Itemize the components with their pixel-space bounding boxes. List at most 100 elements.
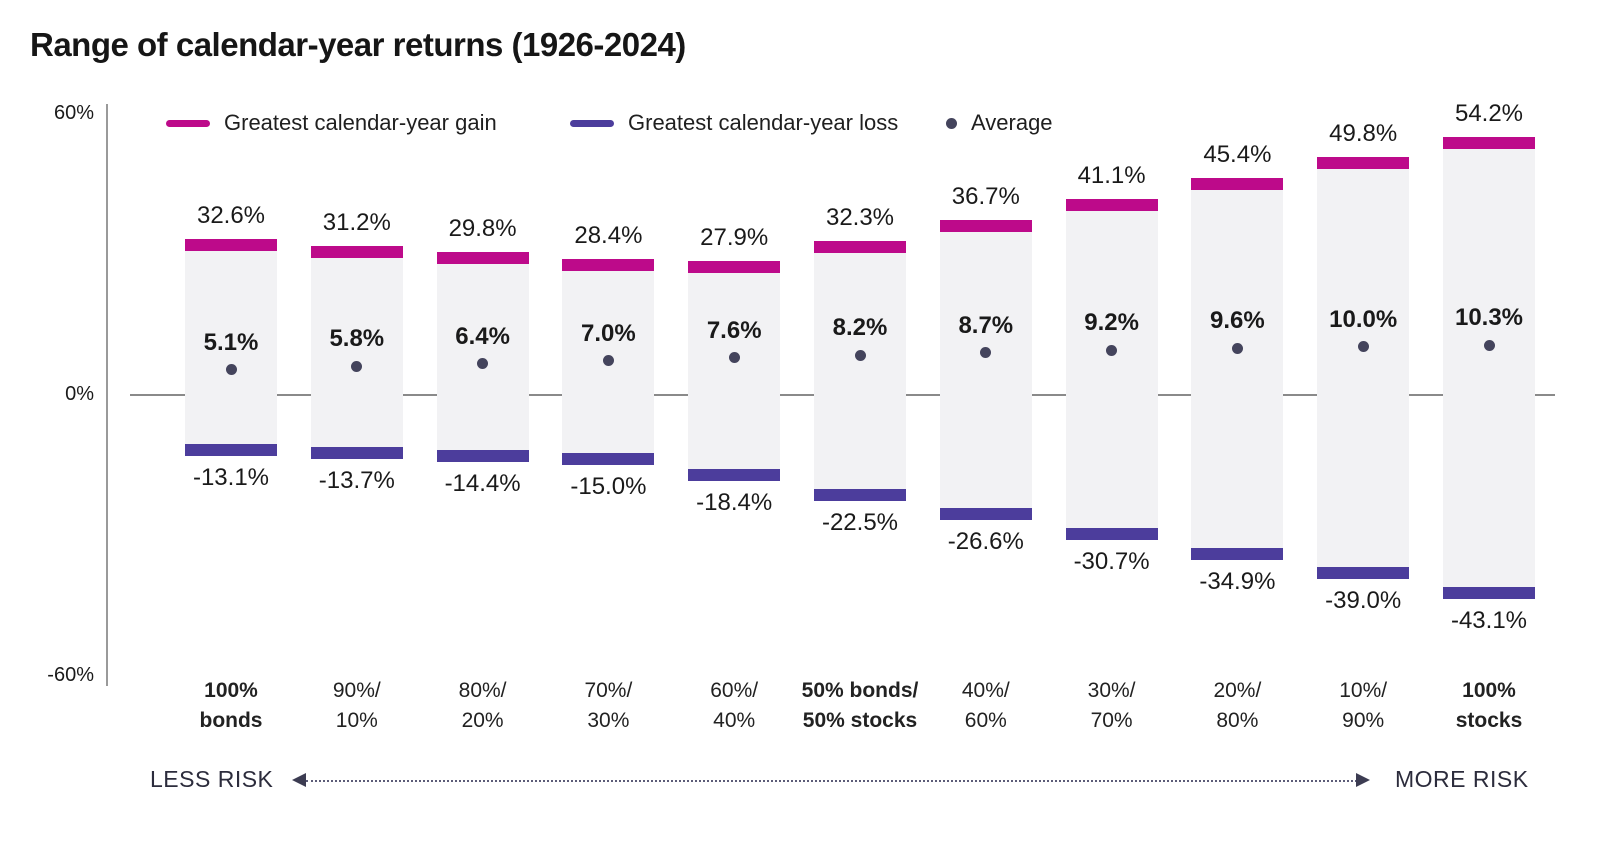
average-dot <box>225 364 237 376</box>
loss-value-label: -34.9% <box>1199 567 1276 595</box>
category-label: 40%/ 60% <box>901 676 1071 736</box>
range-bar <box>1191 178 1284 560</box>
average-value-label: 6.4% <box>455 322 510 350</box>
average-dot <box>1483 339 1495 351</box>
category-label: 10%/ 90% <box>1278 676 1448 736</box>
category-line2: 20% <box>461 709 504 732</box>
average-dot <box>1106 344 1118 356</box>
category-label: 30%/ 70% <box>1027 676 1197 736</box>
category-label: 90%/ 10% <box>272 676 442 736</box>
gain-value-label: 41.1% <box>1077 161 1146 189</box>
legend-average-label: Average <box>971 110 1053 135</box>
category-line1: 90%/ <box>332 679 381 702</box>
legend-loss-label: Greatest calendar-year loss <box>628 110 899 135</box>
loss-cap <box>939 508 1032 521</box>
category-label: 60%/ 40% <box>649 676 819 736</box>
y-tick-0: 0% <box>65 383 94 405</box>
average-value-label: 9.6% <box>1210 307 1265 335</box>
average-value-label: 7.0% <box>581 319 636 347</box>
range-bar <box>310 245 403 460</box>
legend-item-average: Average <box>946 110 1053 136</box>
range-bar <box>1443 136 1535 599</box>
category-label: 70%/ 30% <box>523 676 693 736</box>
loss-cap <box>1065 527 1158 540</box>
average-value-label: 8.7% <box>958 311 1014 339</box>
legend-gain-label: Greatest calendar-year gain <box>224 110 497 135</box>
category-line2: 10% <box>335 709 378 732</box>
range-bar <box>939 219 1032 521</box>
category-line1: 100% <box>1462 679 1516 702</box>
average-dot <box>351 360 363 372</box>
loss-value-label: -26.6% <box>947 528 1024 556</box>
category-line1: 70%/ <box>584 679 633 702</box>
loss-value-label: -30.7% <box>1073 547 1150 575</box>
gain-cap <box>1443 136 1535 149</box>
legend-item-gain: Greatest calendar-year gain <box>166 110 497 136</box>
range-bar <box>1317 157 1410 580</box>
gain-cap <box>562 259 655 272</box>
risk-arrow-line <box>306 780 1357 782</box>
average-dot <box>728 352 740 364</box>
gain-cap <box>1191 178 1284 191</box>
gain-cap <box>814 240 906 253</box>
category-line2: stocks <box>1455 709 1523 732</box>
arrow-right-icon <box>1356 773 1370 787</box>
category-line2: 60% <box>964 709 1007 732</box>
legend-item-loss: Greatest calendar-year loss <box>570 110 898 136</box>
gain-cap <box>436 252 529 265</box>
loss-value-label: -15.0% <box>570 473 647 501</box>
average-dot <box>477 358 489 370</box>
average-dot <box>602 355 614 367</box>
gain-value-label: 27.9% <box>700 224 769 252</box>
average-value-label: 8.2% <box>832 314 888 342</box>
category-line1: 30%/ <box>1087 679 1136 702</box>
loss-cap <box>562 453 655 466</box>
arrow-left-icon <box>292 773 306 787</box>
category-line2: 80% <box>1216 709 1259 732</box>
average-dot <box>1357 341 1369 352</box>
category-line1: 100% <box>204 679 258 702</box>
y-axis-line <box>106 104 108 686</box>
category-line1: 40%/ <box>961 679 1010 702</box>
gain-value-label: 54.2% <box>1454 99 1524 127</box>
range-bar <box>436 252 529 463</box>
gain-value-label: 29.8% <box>448 215 517 243</box>
average-value-label: 5.1% <box>203 328 259 356</box>
gain-cap <box>1065 198 1158 211</box>
gain-value-label: 28.4% <box>574 222 643 250</box>
loss-value-label: -39.0% <box>1325 587 1402 615</box>
loss-cap <box>814 488 906 501</box>
gain-value-label: 32.6% <box>196 202 266 230</box>
category-line1: 50% bonds/ <box>801 679 919 702</box>
loss-cap <box>1443 586 1535 599</box>
gain-cap <box>185 239 277 252</box>
loss-value-label: -13.7% <box>318 467 395 495</box>
loss-value-label: -14.4% <box>444 470 521 498</box>
category-label: 80%/ 20% <box>398 676 568 736</box>
gain-value-label: 49.8% <box>1329 120 1398 148</box>
category-line2: 70% <box>1090 709 1133 732</box>
category-label: 100% bonds <box>146 676 316 736</box>
category-line2: bonds <box>199 709 263 732</box>
category-line2: 90% <box>1342 709 1385 732</box>
less-risk-label: LESS RISK <box>150 766 274 792</box>
loss-cap <box>310 447 403 460</box>
category-label: 100% stocks <box>1404 676 1574 736</box>
gain-value-label: 32.3% <box>825 203 895 231</box>
range-bar <box>814 240 906 501</box>
loss-cap <box>688 469 781 482</box>
loss-value-label: -18.4% <box>696 489 773 517</box>
average-dot-swatch-icon <box>946 117 957 129</box>
category-line2: 40% <box>713 709 756 732</box>
gain-cap <box>939 219 1032 232</box>
category-line1: 10%/ <box>1339 679 1388 702</box>
loss-value-label: -13.1% <box>192 464 270 492</box>
loss-cap <box>1317 567 1410 580</box>
average-value-label: 5.8% <box>329 325 385 353</box>
gain-value-label: 31.2% <box>322 208 391 236</box>
y-tick-neg60: -60% <box>47 664 94 686</box>
category-line1: 60%/ <box>710 679 759 702</box>
range-bar <box>185 239 277 457</box>
gain-cap <box>310 245 403 258</box>
